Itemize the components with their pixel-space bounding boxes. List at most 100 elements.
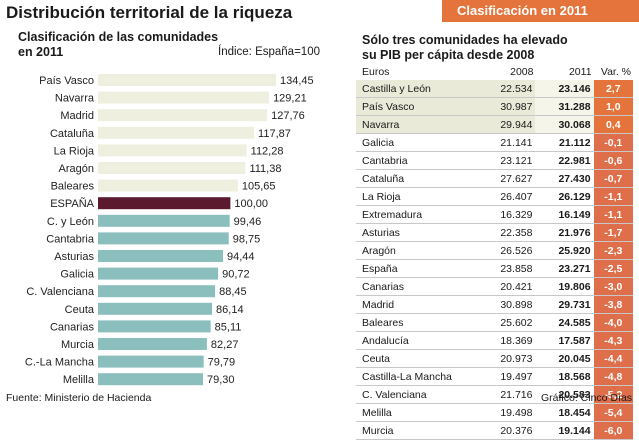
bar (98, 232, 229, 245)
variation-cell: -2,3 (593, 241, 633, 260)
table-row: Cataluña 27.627 27.430 -0,7 (356, 169, 633, 188)
bar-category-label: Galicia (60, 269, 95, 281)
gdp-2008-cell: 20.421 (477, 277, 536, 296)
table-row: España 23.858 23.271 -2,5 (356, 259, 633, 278)
gdp-2011-cell: 26.129 (535, 187, 594, 206)
bar-chart-subtitle-line2: en 2011 (18, 45, 64, 59)
variation-cell: -5,2 (593, 385, 633, 404)
bar-category-label: Cantabria (46, 233, 95, 245)
bar-value-label: 94,44 (227, 251, 255, 263)
bar-category-label: Aragón (59, 163, 94, 175)
bar-value-label: 79,79 (208, 357, 236, 369)
region-name-cell: La Rioja (356, 187, 478, 206)
page-title: Distribución territorial de la riqueza (6, 3, 293, 22)
table-row: Extremadura 16.329 16.149 -1,1 (356, 205, 633, 224)
bar-value-label: 100,00 (234, 198, 268, 210)
gdp-2008-cell: 27.627 (477, 169, 536, 188)
table-row: Melilla 19.498 18.454 -5,4 (356, 403, 633, 422)
gdp-2011-cell: 16.149 (535, 205, 594, 224)
bar-value-label: 99,46 (234, 216, 262, 228)
gdp-2008-cell: 20.376 (477, 421, 536, 440)
gdp-2011-cell: 22.981 (535, 151, 594, 170)
table-row: Madrid 30.898 29.731 -3,8 (356, 295, 633, 314)
table-row: Castilla-La Mancha 19.497 18.568 -4,8 (356, 367, 633, 386)
bar-category-label: Canarias (50, 321, 95, 333)
gdp-2008-cell: 20.973 (477, 349, 536, 368)
table-row: Navarra 29.944 30.068 0,4 (356, 115, 633, 134)
bar (98, 267, 219, 280)
classification-badge: Clasificación en 2011 (442, 0, 639, 22)
table-body: Castilla y León 22.534 23.146 2,7 País Vasco… (356, 80, 633, 440)
bar-value-label: 88,45 (219, 286, 247, 298)
gdp-2008-cell: 29.944 (477, 115, 536, 134)
region-name-cell: Castilla y León (356, 80, 478, 98)
variation-cell: -4,8 (593, 367, 633, 386)
region-name-cell: Canarias (356, 277, 478, 296)
gdp-2011-cell: 17.587 (535, 331, 594, 350)
gdp-2008-cell: 22.358 (477, 223, 536, 242)
region-name-cell: España (356, 259, 478, 278)
source-note: Fuente: Ministerio de Hacienda (6, 392, 152, 404)
bar-value-label: 85,11 (215, 321, 242, 333)
bar-value-label: 127,76 (271, 110, 305, 122)
bar (98, 285, 216, 298)
region-name-cell: Cataluña (356, 169, 478, 188)
bar (98, 355, 204, 368)
wealth-index-bar-chart: País Vasco 134,45 Navarra 129,21 Madrid 127,7… (25, 74, 314, 386)
bar-chart-subtitle-line1: Clasificación de las comunidades (18, 30, 219, 44)
gdp-2011-cell: 21.112 (535, 133, 594, 152)
variation-cell: -0,7 (593, 169, 633, 188)
table-row: Andalucía 18.369 17.587 -4,3 (356, 331, 633, 350)
bar (98, 302, 213, 315)
gdp-2008-cell: 23.121 (477, 151, 536, 170)
bar-category-label: Murcia (61, 339, 95, 351)
bar-value-label: 129,21 (273, 93, 307, 105)
gdp-2011-cell: 20.045 (535, 349, 594, 368)
variation-cell: -1,7 (593, 223, 633, 242)
bar-category-label: ESPAÑA (50, 197, 94, 210)
credit-note: Gráfico: Cinco Días (541, 392, 633, 404)
region-name-cell: Galicia (356, 133, 478, 152)
table-row: Murcia 20.376 19.144 -6,0 (356, 421, 633, 440)
bar-category-label: Cataluña (50, 128, 95, 140)
variation-cell: -1,1 (593, 187, 633, 206)
variation-cell: -4,4 (593, 349, 633, 368)
bar (98, 197, 231, 210)
column-header-2011: 2011 (568, 66, 592, 78)
gdp-2008-cell: 21.716 (477, 385, 536, 404)
gdp-2008-cell: 19.497 (477, 367, 536, 386)
gdp-2008-cell: 26.407 (477, 187, 536, 206)
gdp-2008-cell: 23.858 (477, 259, 536, 278)
region-name-cell: Asturias (356, 223, 478, 242)
bar-value-label: 86,14 (216, 304, 244, 316)
bar (98, 126, 255, 139)
variation-cell: 1,0 (593, 97, 633, 116)
gdp-2011-cell: 30.068 (535, 115, 594, 134)
region-name-cell: C. Valenciana (356, 385, 478, 404)
table-row: Asturias 22.358 21.976 -1,7 (356, 223, 633, 242)
gdp-2008-cell: 30.987 (477, 97, 536, 116)
bar-category-label: Asturias (54, 251, 94, 263)
variation-cell: -3,8 (593, 295, 633, 314)
variation-cell: -0,6 (593, 151, 633, 170)
gdp-table-subtitle: Sólo tres comunidades ha elevado su PIB … (362, 33, 568, 63)
table-row: Canarias 20.421 19.806 -3,0 (356, 277, 633, 296)
gdp-2011-cell: 27.430 (535, 169, 594, 188)
bar (98, 144, 247, 157)
bar-category-label: Madrid (60, 110, 94, 122)
column-header-euros: Euros (362, 66, 390, 78)
bar (98, 179, 238, 192)
bar-category-label: Melilla (63, 374, 95, 386)
gdp-2008-cell: 19.498 (477, 403, 536, 422)
bar-category-label: C. Valenciana (26, 286, 95, 298)
gdp-2011-cell: 25.920 (535, 241, 594, 260)
variation-cell: 0,4 (593, 115, 633, 134)
variation-cell: -6,0 (593, 421, 633, 440)
gdp-2008-cell: 21.141 (477, 133, 536, 152)
variation-cell: -2,5 (593, 259, 633, 278)
bar (98, 373, 203, 386)
column-header-var: Var. % (600, 66, 631, 78)
table-row: Castilla y León 22.534 23.146 2,7 (356, 80, 633, 98)
bar-value-label: 111,38 (249, 163, 281, 175)
variation-cell: -1,1 (593, 205, 633, 224)
